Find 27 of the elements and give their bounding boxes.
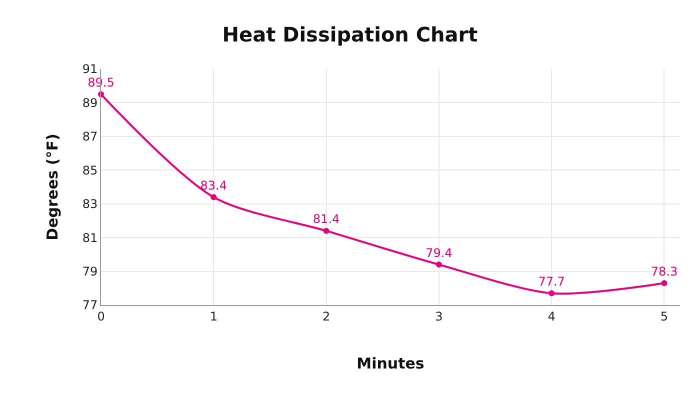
x-tick-label: 3 <box>435 309 443 324</box>
chart-title: Heat Dissipation Chart <box>222 22 478 47</box>
x-tick-label: 1 <box>210 309 218 324</box>
point <box>436 262 442 268</box>
point <box>210 194 217 200</box>
y-tick-label: 77 <box>82 298 98 312</box>
data-label: 81.4 <box>312 212 340 226</box>
data-label: 78.3 <box>650 264 678 278</box>
y-tick-label: 87 <box>82 130 98 144</box>
x-tick-label: 0 <box>97 309 105 324</box>
y-tick-label: 91 <box>82 62 98 76</box>
point <box>548 290 555 296</box>
data-label: 77.7 <box>538 274 565 288</box>
data-label: 79.4 <box>426 246 452 260</box>
point <box>323 228 330 234</box>
y-tick-label: 83 <box>82 197 98 212</box>
y-tick-label: 89 <box>82 96 98 110</box>
y-tick-label: 79 <box>82 264 98 278</box>
y-tick-label: 85 <box>82 163 98 178</box>
data-label: 83.4 <box>200 178 228 192</box>
x-axis-title: Minutes <box>356 354 424 372</box>
y-tick-label: 81 <box>82 230 98 245</box>
x-tick-label: 2 <box>322 309 330 324</box>
x-tick-label: 4 <box>548 309 556 324</box>
y-axis-title: Degrees (°F) <box>44 134 62 240</box>
point <box>661 280 668 286</box>
x-tick-label: 5 <box>660 309 668 324</box>
